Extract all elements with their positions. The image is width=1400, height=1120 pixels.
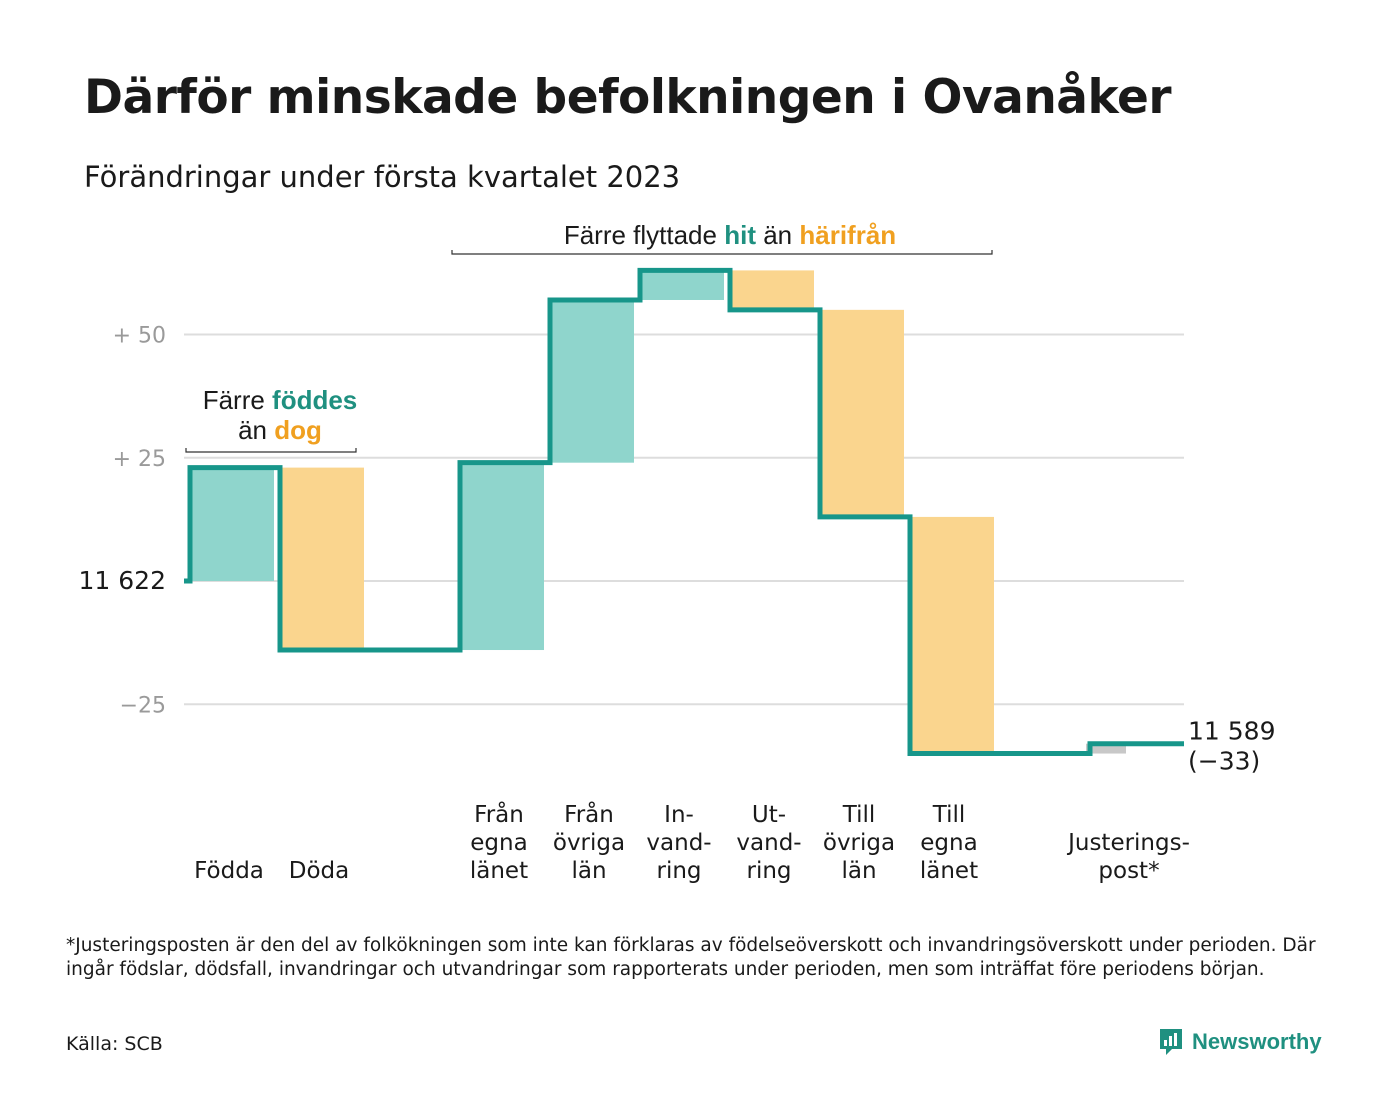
footnote: *Justeringsposten är den del av folkökni… [66,935,1316,980]
end-value-label: 11 589 [1188,717,1275,746]
x-category-label: län [841,858,876,884]
brand-logo[interactable]: Newsworthy [1158,1027,1322,1057]
chart-title: Därför minskade befolkningen i Ovanåker [84,70,1172,125]
end-change-label: (−33) [1188,747,1260,776]
annotation-births-bracket [185,448,357,453]
annotation-migration: Färre flyttade hit än härifrån [564,220,896,250]
annotation-migration-bracket [451,250,993,255]
x-category-label: Ut- [752,802,786,828]
x-category-label: In- [664,802,694,828]
bar-justeringspost [1086,743,1126,754]
x-category-label: Till [842,802,876,828]
x-category-label: Födda [194,858,264,884]
x-category-label: län [571,858,606,884]
y-tick-label: + 25 [113,447,166,472]
annotation-word: föddes [272,385,357,415]
bar-döda [278,467,364,651]
annotation-word: Färre flyttade [564,220,724,250]
bar-tillövrigalän [818,309,904,517]
x-category-label: Från [564,800,614,828]
x-category-label: egna [470,830,527,856]
x-category-label: ring [656,858,701,884]
running-total-line [184,267,1184,757]
annotation-births-line1: Färre föddes [203,385,358,415]
annotation-word: hit [724,220,756,250]
bar-utvandring [728,270,814,310]
bar-frånövrigalän [548,299,634,463]
y-tick-label: + 50 [113,324,166,349]
annotation-word: än [238,415,274,445]
chart-subtitle: Förändringar under första kvartalet 2023 [84,160,681,194]
x-category-label: Justerings- [1066,830,1190,856]
x-category-label: post* [1098,858,1159,884]
x-category-label: länet [470,858,528,884]
bar-frånegnalänet [458,462,544,651]
start-value-label: 11 622 [79,566,166,595]
x-category-label: Döda [289,858,349,884]
x-category-label: Från [474,800,524,828]
x-category-label: länet [920,858,978,884]
bar-tillegnalänet [908,516,994,754]
annotation-word: än [756,220,799,250]
annotation-word: dog [274,415,322,445]
x-category-label: Till [932,802,966,828]
annotation-word: härifrån [799,220,896,250]
x-category-label: övriga [553,830,625,856]
x-category-label: egna [920,830,977,856]
x-category-label: vand- [736,830,801,856]
bar-födda [188,467,274,581]
x-category-label: övriga [823,830,895,856]
newsworthy-logo-icon [1160,1029,1182,1055]
x-category-label: vand- [646,830,711,856]
brand-name: Newsworthy [1192,1029,1322,1054]
source-note: Källa: SCB [66,1033,163,1055]
y-tick-label: −25 [120,693,166,718]
annotation-births-line2: än dog [238,415,322,445]
x-category-label: ring [746,858,791,884]
annotation-word: Färre [203,385,272,415]
bar-invandring [638,270,724,300]
